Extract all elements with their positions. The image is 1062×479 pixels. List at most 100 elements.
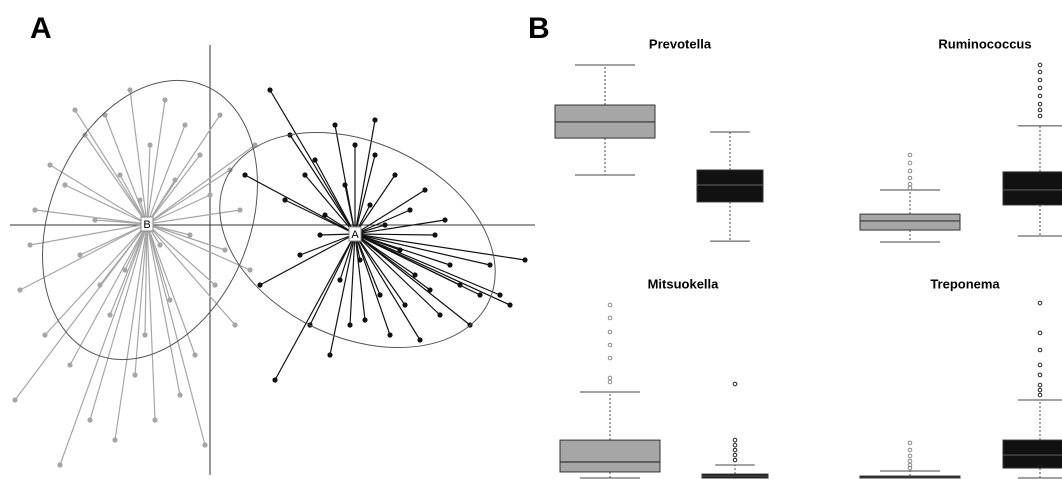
outlier bbox=[907, 185, 913, 191]
point bbox=[212, 282, 218, 288]
star-ray bbox=[146, 223, 206, 446]
star-ray bbox=[354, 219, 446, 235]
point bbox=[157, 242, 163, 248]
point bbox=[112, 437, 118, 443]
point bbox=[367, 202, 373, 208]
star-ray bbox=[244, 174, 356, 235]
point bbox=[437, 312, 443, 318]
outlier bbox=[907, 465, 913, 471]
outlier bbox=[1037, 62, 1043, 68]
star-ray bbox=[354, 233, 381, 296]
star-ray bbox=[354, 233, 526, 261]
outlier bbox=[1037, 392, 1043, 398]
star-ray bbox=[269, 89, 356, 235]
star-ray bbox=[44, 223, 148, 336]
star-ray bbox=[129, 89, 148, 225]
point bbox=[137, 197, 143, 203]
star-ray bbox=[354, 233, 491, 266]
outlier bbox=[907, 453, 913, 459]
outlier bbox=[907, 440, 913, 446]
point bbox=[312, 157, 318, 163]
point bbox=[412, 272, 418, 278]
star-ray bbox=[146, 223, 181, 396]
point bbox=[477, 292, 483, 298]
star-ray bbox=[146, 223, 226, 251]
star-ray bbox=[354, 209, 411, 235]
outlier bbox=[1037, 107, 1043, 113]
point bbox=[432, 232, 438, 238]
point bbox=[332, 122, 338, 128]
star-ray bbox=[146, 99, 166, 225]
point bbox=[167, 297, 173, 303]
star-ray bbox=[354, 154, 376, 235]
point bbox=[152, 417, 158, 423]
star-ray bbox=[146, 209, 241, 225]
point bbox=[272, 377, 278, 383]
star-ray bbox=[146, 154, 201, 225]
star-ray bbox=[19, 223, 148, 291]
star-ray bbox=[146, 194, 211, 225]
outlier bbox=[1037, 300, 1043, 306]
outlier bbox=[1037, 347, 1043, 353]
point bbox=[387, 332, 393, 338]
outlier bbox=[607, 375, 613, 381]
point bbox=[297, 252, 303, 258]
point bbox=[427, 287, 433, 293]
star-ray bbox=[146, 223, 156, 421]
box bbox=[696, 169, 764, 203]
outlier bbox=[607, 342, 613, 348]
point bbox=[352, 142, 358, 148]
outlier bbox=[1037, 387, 1043, 393]
group-label: A bbox=[351, 229, 359, 241]
point bbox=[147, 142, 153, 148]
point bbox=[142, 332, 148, 338]
outlier bbox=[732, 447, 738, 453]
star-ray bbox=[146, 223, 216, 286]
star-ray bbox=[329, 233, 356, 356]
star-ray bbox=[146, 223, 251, 271]
star-ray bbox=[339, 233, 356, 281]
panel-label: B bbox=[528, 12, 550, 45]
outlier bbox=[607, 329, 613, 335]
point bbox=[187, 232, 193, 238]
point bbox=[507, 302, 513, 308]
point bbox=[487, 262, 493, 268]
outlier bbox=[732, 442, 738, 448]
point bbox=[347, 322, 353, 328]
point bbox=[377, 292, 383, 298]
point bbox=[497, 292, 503, 298]
star-ray bbox=[314, 159, 356, 235]
star-ray bbox=[144, 223, 148, 336]
point bbox=[362, 317, 368, 323]
point bbox=[327, 352, 333, 358]
point bbox=[12, 397, 18, 403]
box bbox=[559, 439, 661, 473]
point bbox=[77, 252, 83, 258]
group-ellipse bbox=[219, 131, 496, 349]
star-ray bbox=[146, 144, 256, 225]
point bbox=[302, 172, 308, 178]
star-ray bbox=[69, 223, 148, 366]
point bbox=[442, 217, 448, 223]
star-ray bbox=[354, 233, 451, 266]
star-ray bbox=[354, 189, 426, 235]
star-ray bbox=[99, 223, 148, 286]
outlier bbox=[907, 181, 913, 187]
star-ray bbox=[146, 144, 151, 225]
group-ellipse bbox=[42, 79, 258, 361]
star-ray bbox=[109, 223, 148, 316]
point bbox=[407, 207, 413, 213]
point bbox=[17, 287, 23, 293]
star-ray bbox=[354, 233, 501, 296]
star-ray bbox=[134, 223, 148, 376]
subplot-title: Ruminococcus bbox=[938, 36, 1031, 51]
point bbox=[247, 267, 253, 273]
point bbox=[447, 262, 453, 268]
star-ray bbox=[299, 233, 356, 256]
outlier bbox=[1037, 77, 1043, 83]
star-ray bbox=[89, 223, 148, 421]
star-ray bbox=[349, 233, 356, 326]
outlier bbox=[907, 152, 913, 158]
outlier bbox=[1037, 330, 1043, 336]
point bbox=[242, 172, 248, 178]
